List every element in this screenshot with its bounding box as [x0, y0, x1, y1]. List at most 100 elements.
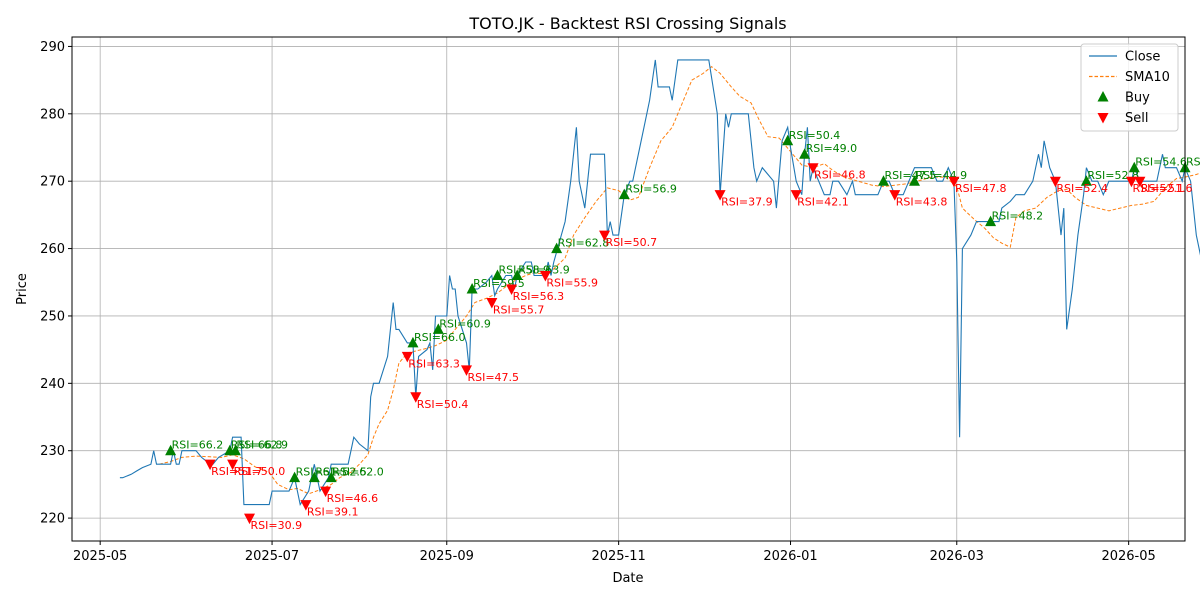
buy-marker — [407, 336, 419, 348]
sell-marker — [714, 190, 726, 201]
chart-title: TOTO.JK - Backtest RSI Crossing Signals — [468, 14, 786, 33]
sell-marker — [320, 486, 332, 498]
sell-label: RSI=47.8 — [955, 182, 1007, 195]
sell-label: RSI=51.7 — [211, 465, 263, 478]
sell-label: RSI=55.7 — [493, 303, 545, 316]
buy-label: RSI=66.0 — [414, 331, 466, 344]
sell-marker — [539, 271, 551, 282]
buy-marker — [618, 188, 630, 200]
legend-box — [1080, 43, 1179, 132]
sma10-line — [159, 65, 1200, 495]
buy-marker — [229, 444, 241, 456]
sell-marker — [807, 163, 819, 174]
y-tick-label: 250 — [40, 309, 65, 324]
sell-label: RSI=50.4 — [417, 398, 469, 411]
y-tick-label: 290 — [40, 40, 65, 55]
sell-label: RSI=46.6 — [327, 492, 379, 505]
buy-label: RSI=60.9 — [439, 317, 491, 330]
sell-label: RSI=37.9 — [721, 196, 773, 209]
y-tick-label: 270 — [40, 175, 65, 190]
buy-marker — [1080, 175, 1092, 186]
buy-label: RSI=56.9 — [625, 183, 677, 196]
sell-marker — [227, 459, 239, 471]
sell-label: RSI=52.1 — [1132, 182, 1184, 195]
legend-sell-swatch — [1097, 113, 1109, 124]
y-tick-label: 220 — [40, 512, 65, 527]
y-tick-label: 260 — [40, 242, 65, 257]
sell-label: RSI=46.8 — [814, 169, 866, 182]
legend-label: Buy — [1125, 91, 1150, 106]
sell-label: RSI=43.8 — [896, 196, 948, 209]
x-tick-label: 2025-07 — [245, 549, 299, 564]
buy-label: RSI=50.4 — [789, 129, 841, 142]
buy-label: RSI=47.5 — [885, 169, 937, 182]
x-tick-label: 2025-11 — [591, 549, 645, 564]
buy-marker — [325, 471, 337, 483]
buy-label: RSI=52.8 — [1087, 169, 1139, 182]
buy-label: RSI=44.9 — [915, 169, 967, 182]
legend: Close SMA10 Buy Sell — [1080, 43, 1179, 132]
sell-marker — [1134, 176, 1146, 188]
sell-marker — [948, 176, 960, 188]
sell-marker — [410, 392, 422, 403]
x-tick-label: 2025-05 — [73, 549, 127, 564]
x-tick-label: 2026-05 — [1101, 549, 1155, 564]
buy-marker — [491, 269, 503, 281]
buy-label: RSI=66.2 — [172, 439, 224, 452]
buy-marker — [551, 242, 563, 254]
buy-label: RSI=58.9 — [498, 264, 550, 277]
sell-label: RSI=50.7 — [606, 236, 658, 249]
buy-label: RSI=48.2 — [992, 210, 1044, 223]
buy-label: RSI=49.0 — [806, 142, 858, 155]
buy-label: RSI=55.4 — [1186, 156, 1200, 169]
buy-marker — [165, 444, 177, 456]
buy-label: RSI=63.9 — [518, 264, 570, 277]
close-layer — [119, 59, 1200, 507]
legend-label: Close — [1125, 50, 1160, 65]
y-tick-label: 230 — [40, 444, 65, 459]
buy-label: RSI=62.8 — [558, 237, 610, 250]
legend-buy-swatch — [1097, 91, 1109, 102]
buy-label: RSI=52.5 — [315, 466, 367, 479]
sell-label: RSI=52.4 — [1056, 182, 1108, 195]
buy-marker — [466, 283, 478, 294]
buy-marker — [799, 148, 811, 159]
x-tick-label: 2026-03 — [930, 549, 984, 564]
sell-label: RSI=30.9 — [251, 519, 303, 532]
buy-marker — [511, 269, 523, 281]
buy-marker — [289, 471, 301, 483]
sell-marker — [506, 284, 518, 295]
sell-label: RSI=39.1 — [307, 506, 359, 519]
buy-marker — [1128, 161, 1140, 173]
sell-marker — [889, 190, 901, 201]
sell-marker — [1125, 176, 1137, 188]
sell-label: RSI=63.3 — [408, 357, 460, 370]
legend-label: Sell — [1125, 111, 1148, 126]
sell-marker — [599, 230, 611, 242]
sell-label: RSI=55.9 — [546, 277, 598, 290]
sell-marker — [486, 297, 498, 309]
buy-marker — [985, 215, 997, 227]
sell-marker — [204, 459, 216, 471]
x-tick-label: 2026-01 — [763, 549, 817, 564]
sell-marker — [790, 190, 802, 201]
buy-label: RSI=54.6 — [1135, 156, 1187, 169]
buy-label: RSI=62.9 — [236, 439, 288, 452]
buy-marker — [878, 175, 890, 186]
buy-marker — [782, 134, 794, 146]
legend-label: SMA10 — [1125, 70, 1170, 85]
y-axis-label: Price — [15, 273, 30, 305]
sell-label: RSI=56.3 — [513, 290, 565, 303]
buy-marker — [908, 175, 920, 186]
close-line — [119, 59, 1200, 507]
buy-label: RSI=62.0 — [332, 466, 384, 479]
plot-frame — [71, 36, 1186, 542]
axis-ticks: 2025-05 2025-07 2025-09 2025-11 2026-01 2026-… — [40, 40, 1156, 564]
x-tick-label: 2025-09 — [420, 549, 474, 564]
buy-marker — [308, 471, 320, 483]
sell-marker — [401, 351, 413, 363]
buy-marker — [432, 323, 444, 334]
